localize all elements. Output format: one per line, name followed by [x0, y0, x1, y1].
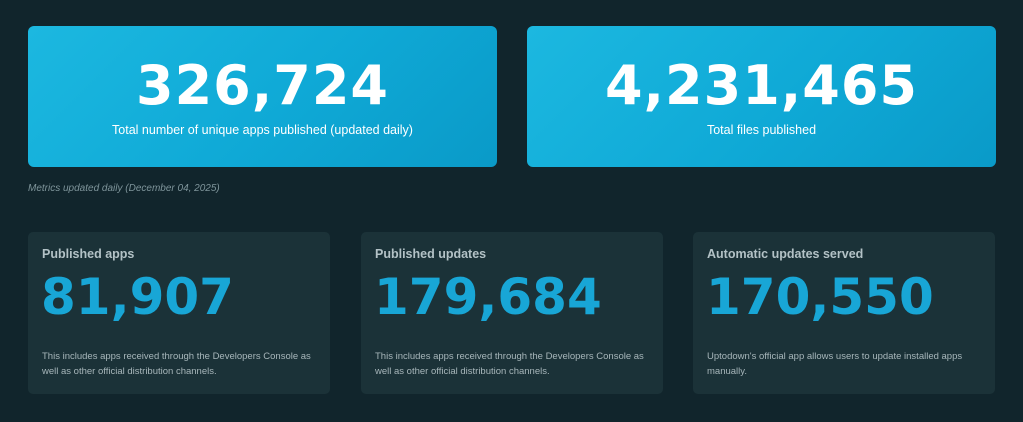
total-files-count: 4,231,465	[604, 54, 919, 117]
automatic-updates-count: 170,550	[706, 268, 934, 326]
published-updates-description: This includes apps received through the …	[375, 351, 644, 377]
total-files-label: Total files published	[706, 123, 817, 137]
published-apps-count: 81,907	[41, 268, 234, 326]
published-apps-description: This includes apps received through the …	[42, 351, 311, 377]
published-updates-card: Published updates 179,684 This includes …	[361, 232, 663, 394]
automatic-updates-card: Automatic updates served 170,550 Uptodow…	[693, 232, 995, 394]
metrics-updated-note: Metrics updated daily (December 04, 2025…	[28, 183, 220, 194]
published-updates-count: 179,684	[374, 268, 602, 326]
published-updates-title: Published updates	[375, 247, 487, 261]
unique-apps-hero-card: 326,724 Total number of unique apps publ…	[28, 26, 497, 167]
automatic-updates-description: Uptodown's official app allows users to …	[707, 351, 963, 377]
published-apps-title: Published apps	[42, 247, 135, 261]
published-apps-card: Published apps 81,907 This includes apps…	[28, 232, 330, 394]
unique-apps-label: Total number of unique apps published (u…	[112, 123, 413, 137]
unique-apps-count: 326,724	[136, 54, 389, 117]
automatic-updates-title: Automatic updates served	[707, 247, 864, 261]
total-files-hero-card: 4,231,465 Total files published	[527, 26, 996, 167]
